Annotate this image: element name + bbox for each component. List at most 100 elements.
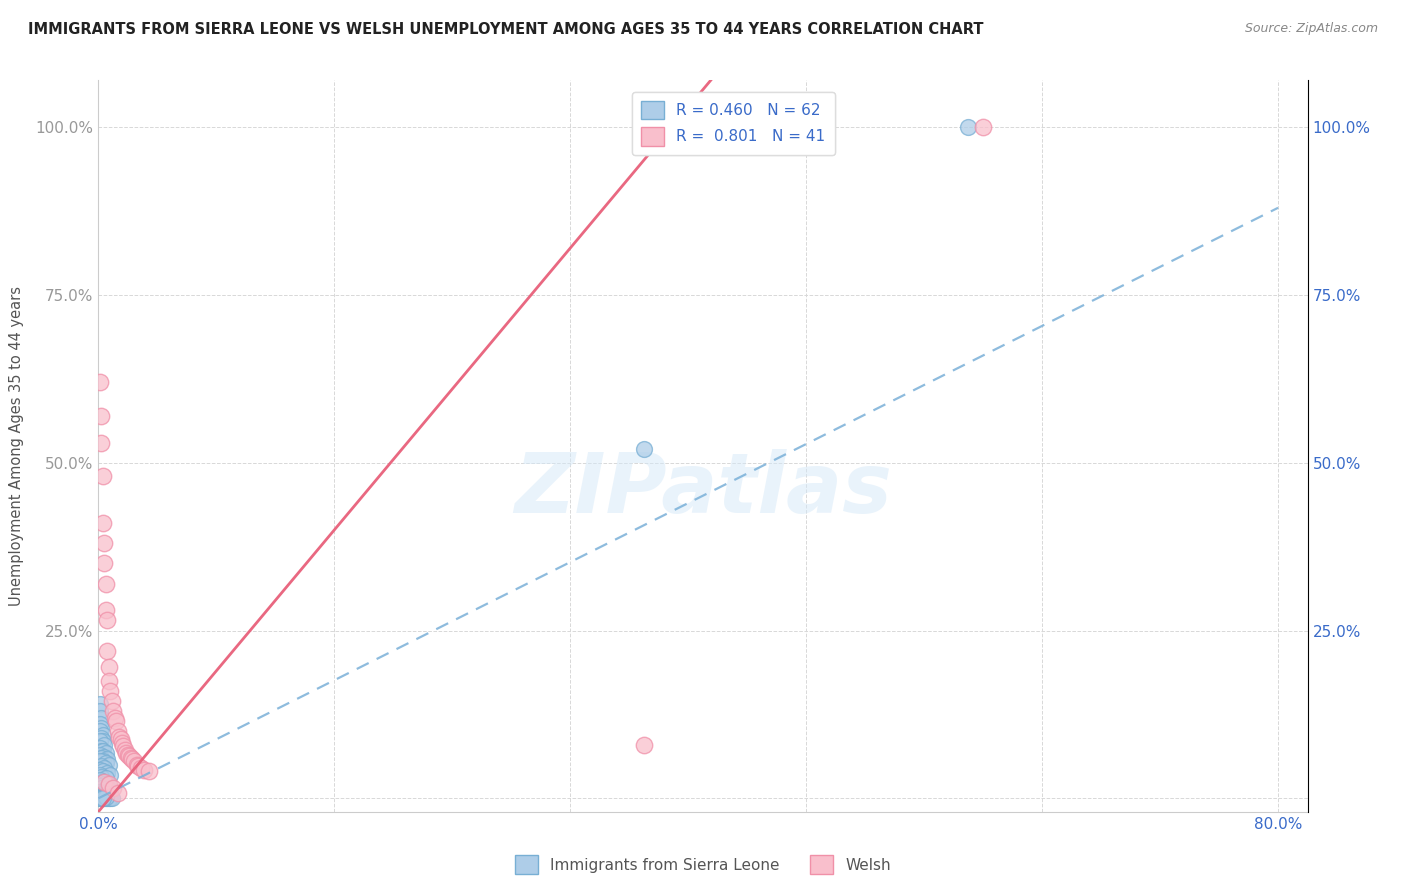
- Point: [93, 789, 115, 803]
- Point: [90, 751, 112, 765]
- Point: [93, 738, 115, 752]
- Point: [94, 756, 117, 771]
- Point: [90, 790, 112, 805]
- Point: [122, 755, 145, 769]
- Point: [100, 791, 122, 805]
- Point: [89, 784, 111, 798]
- Point: [89, 789, 111, 804]
- Point: [94, 789, 117, 804]
- Text: Source: ZipAtlas.com: Source: ZipAtlas.com: [1244, 22, 1378, 36]
- Point: [94, 746, 117, 760]
- Point: [94, 771, 117, 785]
- Point: [111, 736, 134, 750]
- Point: [90, 409, 112, 423]
- Point: [89, 791, 111, 805]
- Point: [90, 435, 112, 450]
- Point: [108, 730, 131, 744]
- Point: [89, 763, 111, 777]
- Point: [91, 790, 114, 805]
- Point: [93, 749, 115, 764]
- Point: [97, 660, 120, 674]
- Point: [91, 516, 114, 531]
- Legend: Immigrants from Sierra Leone, Welsh: Immigrants from Sierra Leone, Welsh: [509, 849, 897, 880]
- Text: ZIPatlas: ZIPatlas: [515, 450, 891, 531]
- Point: [90, 791, 112, 805]
- Point: [96, 643, 118, 657]
- Point: [97, 673, 120, 688]
- Point: [90, 711, 112, 725]
- Point: [129, 761, 152, 775]
- Point: [89, 772, 111, 787]
- Point: [96, 791, 118, 805]
- Point: [97, 757, 120, 772]
- Point: [957, 120, 980, 135]
- Point: [93, 776, 115, 790]
- Point: [90, 780, 112, 795]
- Point: [98, 768, 121, 782]
- Point: [101, 704, 124, 718]
- Text: IMMIGRANTS FROM SIERRA LEONE VS WELSH UNEMPLOYMENT AMONG AGES 35 TO 44 YEARS COR: IMMIGRANTS FROM SIERRA LEONE VS WELSH UN…: [28, 22, 984, 37]
- Point: [93, 761, 115, 775]
- Point: [94, 781, 117, 796]
- Point: [91, 774, 114, 789]
- Point: [93, 557, 115, 571]
- Point: [115, 746, 138, 760]
- Point: [117, 747, 139, 762]
- Point: [138, 764, 160, 779]
- Point: [96, 787, 118, 801]
- Point: [90, 744, 112, 758]
- Point: [91, 791, 114, 805]
- Point: [107, 724, 129, 739]
- Point: [93, 774, 115, 789]
- Point: [97, 791, 120, 805]
- Point: [91, 734, 114, 748]
- Point: [134, 763, 156, 777]
- Point: [112, 739, 135, 753]
- Point: [105, 714, 128, 728]
- Point: [91, 469, 114, 483]
- Y-axis label: Unemployment Among Ages 35 to 44 years: Unemployment Among Ages 35 to 44 years: [10, 286, 24, 606]
- Point: [89, 755, 111, 769]
- Point: [96, 614, 118, 628]
- Point: [93, 791, 115, 805]
- Point: [90, 759, 112, 773]
- Point: [100, 694, 122, 708]
- Point: [89, 741, 111, 756]
- Point: [94, 603, 117, 617]
- Point: [89, 734, 111, 748]
- Point: [98, 791, 121, 805]
- Point: [104, 711, 127, 725]
- Point: [114, 743, 136, 757]
- Point: [125, 757, 148, 772]
- Point: [96, 765, 118, 780]
- Point: [107, 786, 129, 800]
- Point: [98, 783, 121, 797]
- Point: [89, 724, 111, 739]
- Point: [90, 721, 112, 735]
- Point: [94, 576, 117, 591]
- Point: [633, 442, 655, 457]
- Point: [89, 779, 111, 793]
- Point: [91, 744, 114, 758]
- Point: [90, 770, 112, 784]
- Point: [89, 747, 111, 762]
- Point: [127, 759, 149, 773]
- Point: [90, 789, 112, 804]
- Point: [89, 376, 111, 390]
- Point: [89, 788, 111, 802]
- Legend: R = 0.460   N = 62, R =  0.801   N = 41: R = 0.460 N = 62, R = 0.801 N = 41: [633, 92, 835, 155]
- Point: [90, 731, 112, 745]
- Point: [89, 704, 111, 718]
- Point: [89, 791, 111, 805]
- Point: [94, 791, 117, 805]
- Point: [110, 732, 132, 747]
- Point: [972, 120, 994, 135]
- Point: [91, 786, 114, 800]
- Point: [98, 684, 121, 698]
- Point: [89, 768, 111, 782]
- Point: [91, 764, 114, 779]
- Point: [97, 778, 120, 792]
- Point: [120, 751, 142, 765]
- Point: [89, 698, 111, 712]
- Point: [89, 717, 111, 731]
